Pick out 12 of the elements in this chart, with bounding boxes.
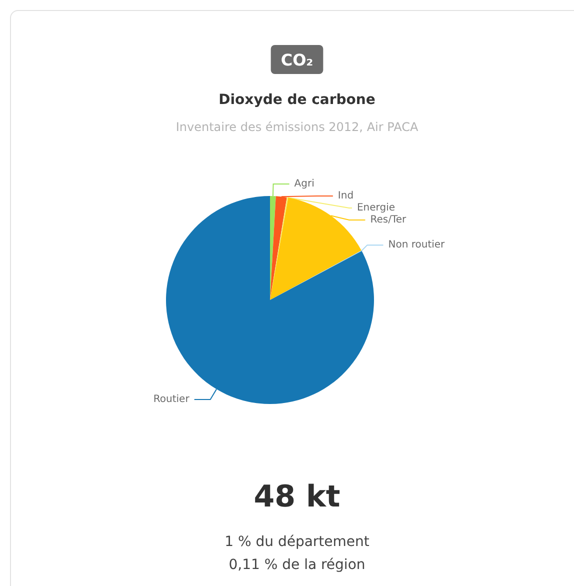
slice-label: Routier bbox=[153, 394, 190, 405]
text: CO₂ bbox=[280, 50, 314, 70]
slice-label: Agri bbox=[294, 178, 314, 190]
text: 1 % du département bbox=[224, 534, 370, 550]
slice-label: Non routier bbox=[388, 240, 446, 251]
chart-subtitle: Inventaire des émissions 2012, Air PACA bbox=[176, 120, 419, 134]
slice-label: Res/Ter bbox=[370, 214, 407, 226]
text: 0,11 % de la région bbox=[228, 557, 366, 573]
slice-label: Ind bbox=[338, 190, 354, 202]
slice-label: Energie bbox=[356, 202, 395, 214]
chart-title: Dioxyde de carbone bbox=[218, 92, 376, 108]
text: 48 kt bbox=[254, 480, 340, 514]
